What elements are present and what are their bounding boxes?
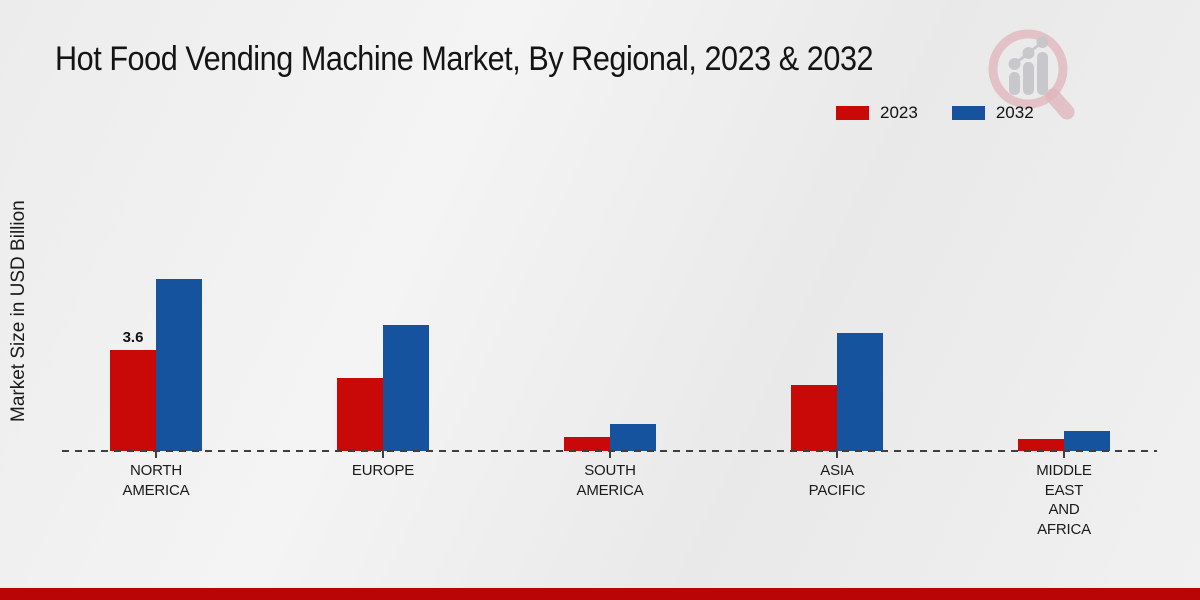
x-axis-tick-europe <box>382 451 384 458</box>
category-label-asia-pacific: ASIA PACIFIC <box>808 462 866 499</box>
x-axis-tick-north-america <box>155 451 157 458</box>
footer-accent-bar <box>0 588 1200 600</box>
category-label-north-america: NORTH AMERICA <box>122 462 190 499</box>
x-axis-tick-middle-east-and-africa <box>1063 451 1065 458</box>
bar-2032-europe <box>383 325 429 451</box>
category-label-middle-east-and-africa: MIDDLE EAST AND AFRICA <box>1036 462 1092 538</box>
bar-2032-north-america <box>156 279 202 451</box>
legend-swatch-2023 <box>836 106 869 120</box>
bar-2023-middle-east-and-africa <box>1018 439 1064 451</box>
data-label-2023-0: 3.6 <box>122 329 144 346</box>
bar-2023-north-america <box>110 350 156 451</box>
bar-2023-south-america <box>564 437 610 451</box>
legend: 2023 2032 <box>836 103 1034 123</box>
legend-item-2032: 2032 <box>951 103 1034 123</box>
legend-label: 2032 <box>995 103 1034 122</box>
market-research-magnifier-chart-logo <box>983 22 1093 127</box>
bar-2023-asia-pacific <box>791 385 837 451</box>
chart-title: Hot Food Vending Machine Market, By Regi… <box>55 40 874 78</box>
category-label-europe: EUROPE <box>351 462 415 479</box>
bar-2032-south-america <box>610 424 656 451</box>
legend-item-2023: 2023 <box>836 103 918 123</box>
x-axis-tick-south-america <box>609 451 611 458</box>
legend-swatch-2032 <box>951 106 985 120</box>
x-axis-tick-asia-pacific <box>836 451 838 458</box>
legend-label: 2023 <box>880 103 918 122</box>
bar-2023-europe <box>337 378 383 451</box>
bar-2032-asia-pacific <box>837 333 883 451</box>
bar-2032-middle-east-and-africa <box>1064 431 1110 451</box>
category-label-south-america: SOUTH AMERICA <box>576 462 644 499</box>
